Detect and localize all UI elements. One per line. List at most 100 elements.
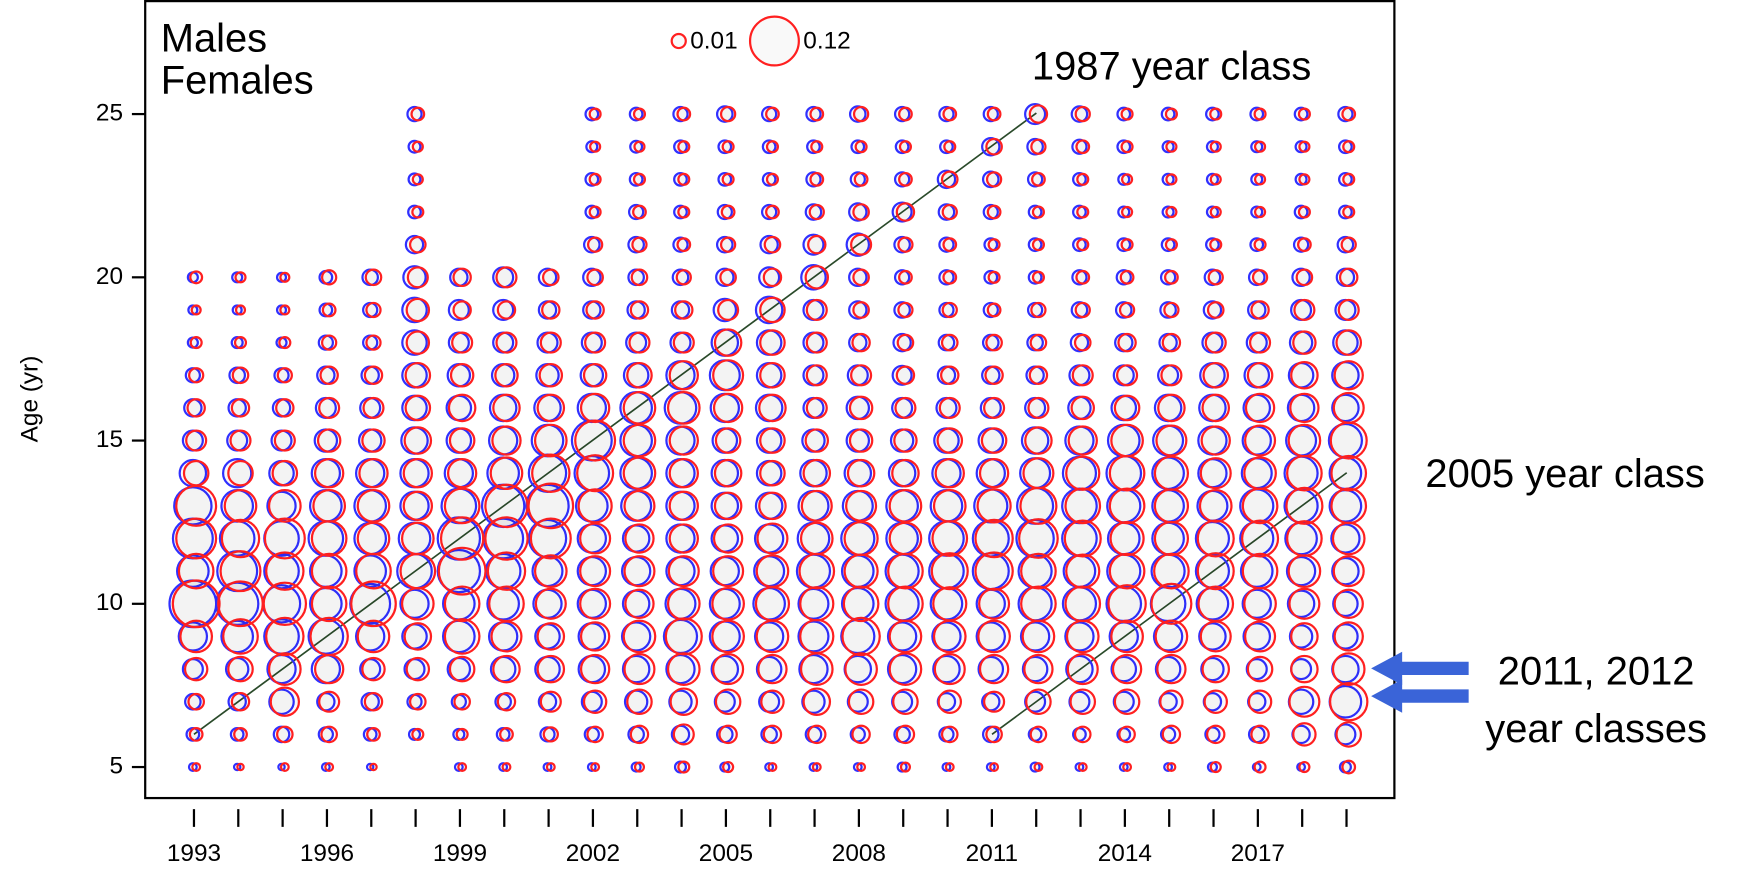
bubble bbox=[495, 266, 518, 289]
bubble bbox=[1253, 140, 1267, 153]
bubble bbox=[804, 265, 830, 290]
legend-label: Males bbox=[161, 17, 267, 61]
bubble bbox=[186, 398, 206, 418]
bubble bbox=[982, 105, 999, 123]
bubble bbox=[896, 333, 915, 352]
bubble bbox=[623, 489, 656, 522]
bubble bbox=[1330, 523, 1361, 554]
bubble bbox=[942, 106, 958, 122]
bubble bbox=[761, 171, 777, 187]
bubble bbox=[1029, 725, 1048, 744]
bubble bbox=[1027, 396, 1050, 419]
bubble bbox=[171, 579, 221, 629]
bubble bbox=[760, 689, 785, 714]
bubble bbox=[804, 428, 830, 453]
bubble bbox=[666, 391, 701, 425]
bubble bbox=[1118, 762, 1129, 773]
bubble bbox=[407, 204, 422, 220]
bubble bbox=[986, 204, 1002, 220]
bubble bbox=[886, 653, 918, 685]
bubble bbox=[939, 139, 954, 155]
bubble bbox=[492, 654, 521, 684]
bubble bbox=[983, 237, 999, 253]
bubble bbox=[1121, 173, 1134, 186]
bubble bbox=[807, 234, 827, 255]
bubble bbox=[577, 488, 613, 524]
bubble bbox=[798, 552, 836, 590]
bubble bbox=[365, 334, 382, 351]
bubble bbox=[1024, 103, 1047, 126]
bubble bbox=[667, 555, 700, 588]
bubble bbox=[1330, 454, 1368, 492]
bubble bbox=[582, 267, 602, 288]
bubble bbox=[627, 235, 645, 254]
bubble bbox=[271, 459, 299, 487]
bubble bbox=[621, 654, 651, 684]
bubble bbox=[1198, 489, 1233, 523]
bubble bbox=[622, 391, 657, 425]
bubble bbox=[1209, 107, 1223, 121]
bubble bbox=[1206, 724, 1226, 745]
bubble bbox=[628, 331, 651, 354]
bubble bbox=[712, 392, 744, 424]
bubble bbox=[1286, 589, 1316, 619]
bubble bbox=[1250, 172, 1264, 186]
bubble bbox=[313, 653, 345, 685]
bubble bbox=[498, 762, 509, 773]
bubble bbox=[269, 686, 301, 717]
bubble bbox=[759, 427, 786, 454]
bubble bbox=[1159, 269, 1177, 286]
bubble bbox=[533, 423, 568, 458]
bubble bbox=[406, 105, 423, 123]
bubble bbox=[760, 203, 778, 221]
bubble bbox=[1031, 171, 1046, 187]
bubble bbox=[490, 620, 523, 653]
x-tick-label: 2017 bbox=[1231, 840, 1285, 867]
bubble bbox=[486, 551, 527, 591]
bubble bbox=[1199, 457, 1232, 490]
bubble bbox=[985, 725, 1003, 744]
bubble bbox=[942, 237, 958, 253]
bubble bbox=[1288, 587, 1321, 620]
bubble bbox=[1243, 586, 1277, 621]
bubble bbox=[676, 106, 692, 122]
bubble bbox=[187, 762, 198, 773]
bubble bbox=[1247, 268, 1266, 287]
bubble bbox=[666, 586, 701, 621]
bubble bbox=[1065, 553, 1101, 589]
bubble bbox=[986, 106, 1002, 122]
bubble bbox=[586, 236, 604, 253]
bubble bbox=[1161, 140, 1175, 154]
bubble bbox=[937, 203, 956, 221]
bubble bbox=[1159, 689, 1184, 714]
bubble bbox=[985, 333, 1003, 352]
bubble bbox=[1205, 237, 1220, 253]
bubble bbox=[538, 363, 564, 388]
bubble bbox=[845, 232, 871, 257]
bubble bbox=[1342, 205, 1356, 219]
bubble bbox=[1076, 172, 1090, 186]
bubble bbox=[582, 363, 608, 388]
bubble bbox=[536, 622, 566, 651]
bubble bbox=[1069, 332, 1090, 353]
bubble bbox=[1253, 238, 1267, 252]
bubble bbox=[1292, 722, 1317, 747]
bubble bbox=[808, 203, 825, 221]
bubble bbox=[177, 552, 215, 590]
bubble bbox=[937, 689, 963, 714]
bubble bbox=[310, 585, 348, 623]
bubble bbox=[800, 264, 827, 291]
bubble bbox=[940, 170, 959, 189]
bubble bbox=[712, 359, 745, 392]
bubble bbox=[574, 419, 617, 462]
bubble bbox=[443, 487, 481, 525]
bubble bbox=[893, 171, 911, 188]
bubble bbox=[1153, 455, 1190, 491]
bubble bbox=[268, 688, 295, 716]
bubble bbox=[448, 655, 476, 683]
bubble bbox=[1114, 301, 1133, 319]
bubble bbox=[1331, 521, 1366, 556]
bubble bbox=[539, 690, 562, 713]
bubble bbox=[759, 296, 786, 324]
bubble bbox=[668, 425, 699, 456]
